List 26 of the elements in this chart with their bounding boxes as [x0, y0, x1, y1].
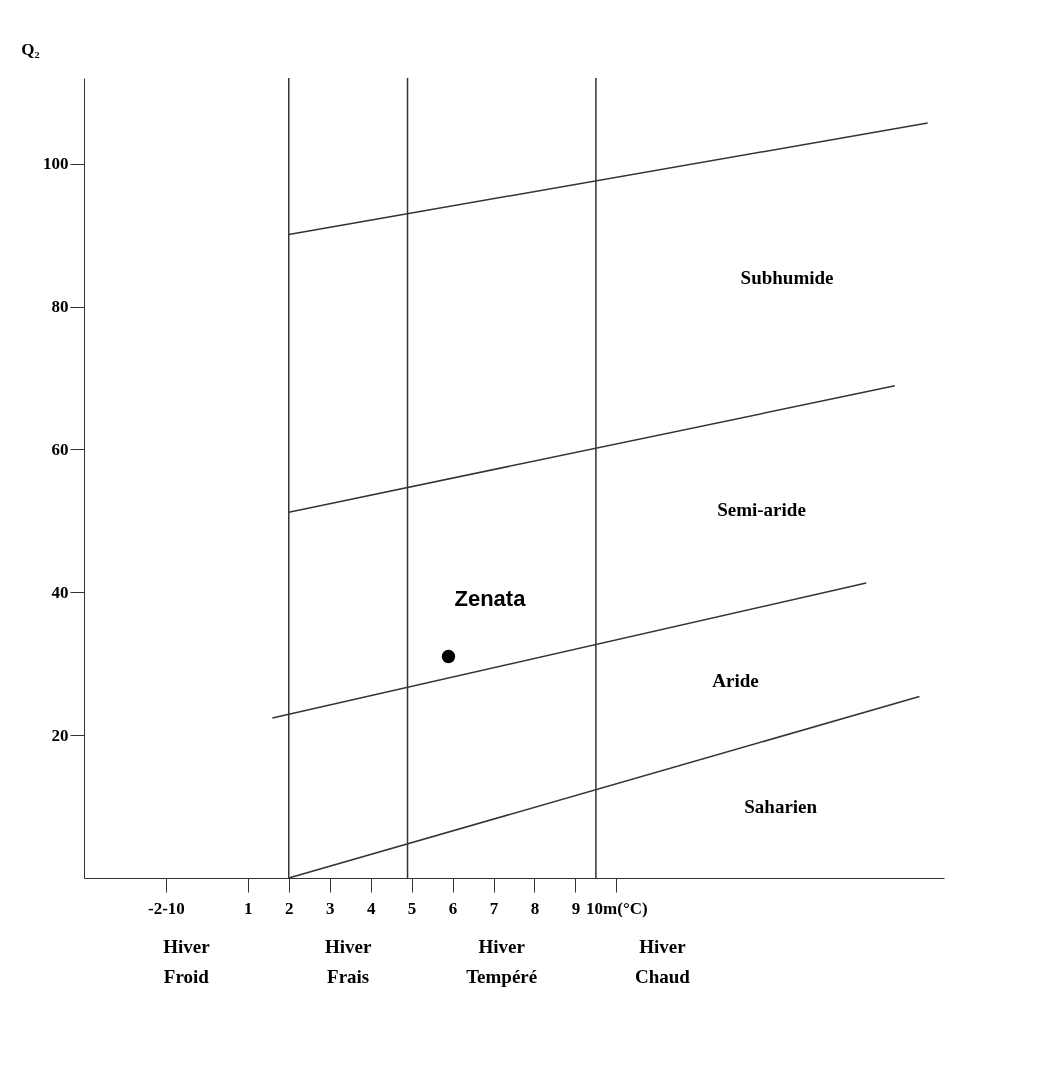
y-tick-label: 100 — [43, 154, 69, 174]
y-tick-label: 20 — [51, 725, 69, 745]
x-tick-label: 9 — [571, 898, 581, 918]
y-axis-title: Q₂ — [21, 39, 40, 59]
x-tick-label: -2-10 — [147, 898, 185, 918]
text: Hiver Frais — [324, 936, 372, 987]
y-tick-label: 40 — [51, 582, 69, 602]
text: Hiver Chaud — [634, 936, 691, 987]
x-tick-label: 10m(°C) — [586, 898, 648, 918]
x-tick-label: 2 — [285, 898, 294, 918]
x-tick-label: 1 — [244, 898, 253, 918]
annotation: Saharien — [744, 796, 818, 818]
text: Hiver Tempéré — [466, 936, 538, 987]
x-tick-label: 3 — [325, 898, 335, 918]
x-tick-label: 6 — [448, 898, 458, 918]
x-tick-label: 8 — [530, 898, 540, 918]
x-tick-label: 7 — [489, 898, 499, 918]
y-tick-label: 80 — [51, 297, 69, 317]
text: Hiver Froid — [163, 936, 211, 987]
annotation: Semi-aride — [717, 499, 806, 521]
x-tick-label: 4 — [366, 898, 376, 918]
annotation: Subhumide — [740, 266, 834, 288]
annotation: Aride — [712, 670, 759, 692]
y-tick-label: 60 — [51, 439, 69, 459]
x-tick-label: 5 — [407, 898, 417, 918]
series-label: Zenata — [454, 585, 527, 611]
